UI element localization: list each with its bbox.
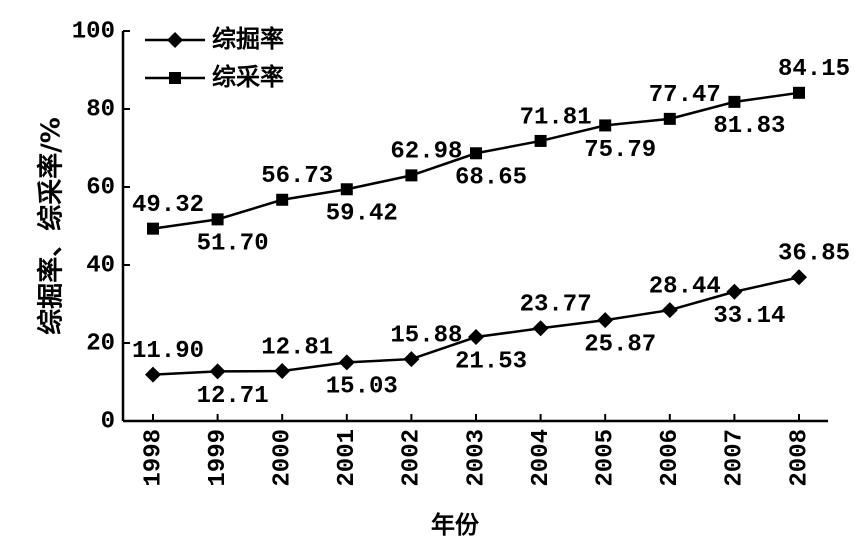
data-point: [791, 269, 807, 286]
data-label: 56.73: [261, 163, 333, 190]
data-label: 15.03: [326, 374, 398, 401]
data-point: [663, 112, 676, 125]
data-point: [211, 213, 224, 226]
data-point: [534, 134, 547, 147]
data-label: 23.77: [520, 292, 592, 319]
data-point: [405, 169, 418, 182]
x-axis-title: 年份: [431, 511, 480, 539]
data-label: 77.47: [649, 82, 721, 109]
x-tick-label: 2001: [334, 429, 361, 487]
data-point: [599, 119, 612, 132]
data-point: [274, 363, 291, 380]
y-axis-title: 综掘率、综采率/%: [36, 117, 67, 335]
data-point: [726, 283, 743, 300]
y-tick-label: 60: [86, 174, 115, 201]
data-point: [597, 312, 614, 329]
data-point: [340, 183, 353, 196]
data-label: 11.90: [132, 338, 204, 365]
x-tick-label: 2006: [657, 429, 684, 487]
legend-marker: [167, 32, 183, 48]
x-tick-label: 2004: [528, 429, 555, 487]
data-label: 33.14: [713, 303, 785, 330]
x-tick-label: 2005: [593, 429, 620, 487]
x-tick-label: 2000: [270, 429, 297, 487]
data-point: [532, 320, 549, 337]
y-tick-label: 100: [72, 18, 115, 45]
data-point: [147, 222, 159, 235]
data-point: [338, 354, 355, 371]
data-point: [728, 95, 741, 108]
y-tick-label: 20: [86, 330, 115, 357]
y-tick-label: 80: [86, 96, 115, 123]
data-point: [145, 366, 161, 383]
legend-label: 综掘率: [212, 25, 284, 53]
data-point: [470, 147, 482, 160]
data-label: 81.83: [713, 113, 785, 140]
data-point: [793, 86, 805, 99]
data-point: [403, 351, 420, 368]
legend-label: 综采率: [212, 63, 284, 91]
data-label: 25.87: [584, 331, 656, 358]
data-label: 21.53: [455, 348, 527, 375]
x-tick-label: 1998: [140, 429, 167, 487]
data-label: 15.88: [390, 322, 462, 349]
x-tick-label: 2007: [722, 429, 749, 487]
data-label: 12.81: [261, 334, 333, 361]
data-label: 75.79: [584, 137, 656, 164]
legend-marker: [169, 72, 181, 84]
data-label: 12.71: [197, 383, 269, 410]
data-label: 71.81: [520, 104, 592, 131]
x-tick-label: 2002: [399, 429, 426, 487]
data-label: 62.98: [390, 139, 462, 166]
data-label: 59.42: [326, 201, 398, 228]
data-label: 28.44: [649, 273, 721, 300]
x-tick-label: 2008: [786, 429, 813, 487]
data-label: 49.32: [132, 192, 204, 219]
data-label: 84.15: [778, 56, 850, 83]
data-point: [661, 302, 678, 319]
data-point: [468, 329, 484, 346]
data-label: 68.65: [455, 165, 527, 192]
x-tick-label: 2003: [463, 429, 490, 487]
data-label: 36.85: [778, 241, 850, 268]
data-point: [209, 363, 226, 380]
y-tick-label: 40: [86, 252, 115, 279]
x-tick-label: 1999: [205, 429, 232, 487]
data-label: 51.70: [197, 231, 269, 258]
series-line: [152, 91, 800, 230]
y-tick-label: 0: [101, 408, 115, 435]
data-point: [276, 193, 289, 206]
